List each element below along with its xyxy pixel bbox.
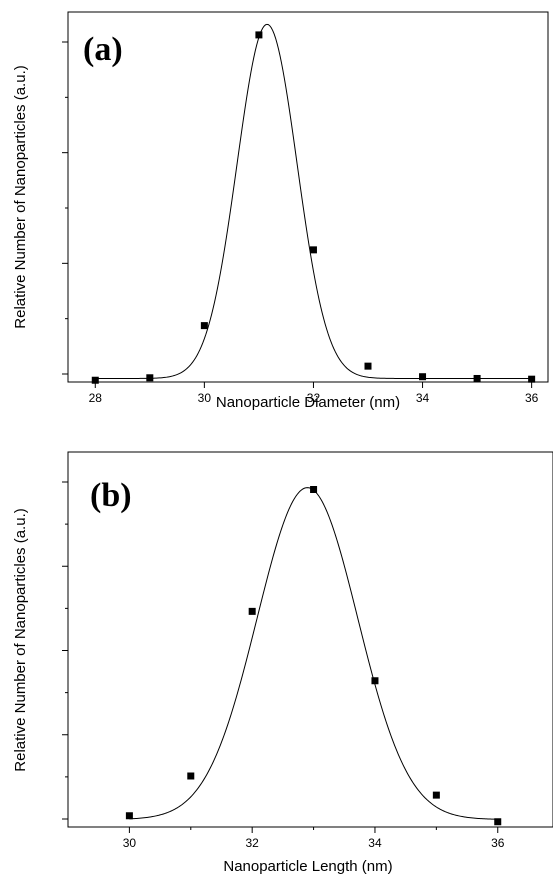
panel-b-frame bbox=[67, 451, 553, 828]
data-point bbox=[187, 772, 195, 780]
panel-b-label: (b) bbox=[90, 477, 132, 514]
x-tick-label: 36 bbox=[491, 836, 505, 850]
data-point bbox=[364, 362, 372, 370]
panel-b: 30 32 34 36 (b) Nanoparticle Length (nm) Re… bbox=[12, 451, 553, 874]
panel-a-y-axis-title: Relative Number of Nanoparticles (a.u.) bbox=[12, 65, 29, 328]
x-tick-label: 32 bbox=[245, 836, 259, 850]
data-point bbox=[248, 607, 256, 615]
data-point bbox=[528, 375, 536, 383]
panel-a-ticks: 28 30 32 34 36 bbox=[62, 41, 539, 405]
x-tick-label: 34 bbox=[368, 836, 382, 850]
x-tick-label: 28 bbox=[89, 391, 103, 405]
data-point bbox=[125, 812, 133, 820]
panel-a-x-axis-title: Nanoparticle Diameter (nm) bbox=[216, 394, 400, 411]
panel-b-ticks: 30 32 34 36 bbox=[62, 481, 505, 850]
panel-a-data-points bbox=[91, 31, 536, 384]
x-tick-label: 34 bbox=[416, 391, 430, 405]
data-point bbox=[494, 818, 502, 826]
panel-b-data-points bbox=[125, 486, 502, 826]
panel-b-y-axis-title: Relative Number of Nanoparticles (a.u.) bbox=[12, 508, 29, 771]
data-point bbox=[309, 246, 317, 254]
x-tick-label: 30 bbox=[123, 836, 137, 850]
data-point bbox=[200, 322, 208, 330]
panel-a-fit-curve bbox=[95, 23, 532, 379]
panel-b-x-axis-title: Nanoparticle Length (nm) bbox=[223, 858, 392, 874]
data-point bbox=[419, 373, 427, 381]
x-tick-label: 36 bbox=[525, 391, 539, 405]
x-tick-label: 30 bbox=[198, 391, 212, 405]
data-point bbox=[91, 376, 99, 384]
x-tick-label: 32 bbox=[307, 391, 321, 405]
data-point bbox=[432, 791, 440, 799]
data-point bbox=[146, 374, 154, 382]
panel-b-fit-curve bbox=[129, 487, 498, 820]
data-point bbox=[310, 486, 318, 493]
data-point bbox=[473, 374, 481, 382]
panel-a-frame bbox=[67, 11, 549, 383]
data-point bbox=[371, 677, 379, 685]
data-point bbox=[255, 31, 263, 39]
panel-a: 28 30 32 34 36 (a) Nanoparticle Diameter (nm… bbox=[12, 11, 549, 411]
panel-a-label: (a) bbox=[83, 31, 123, 68]
